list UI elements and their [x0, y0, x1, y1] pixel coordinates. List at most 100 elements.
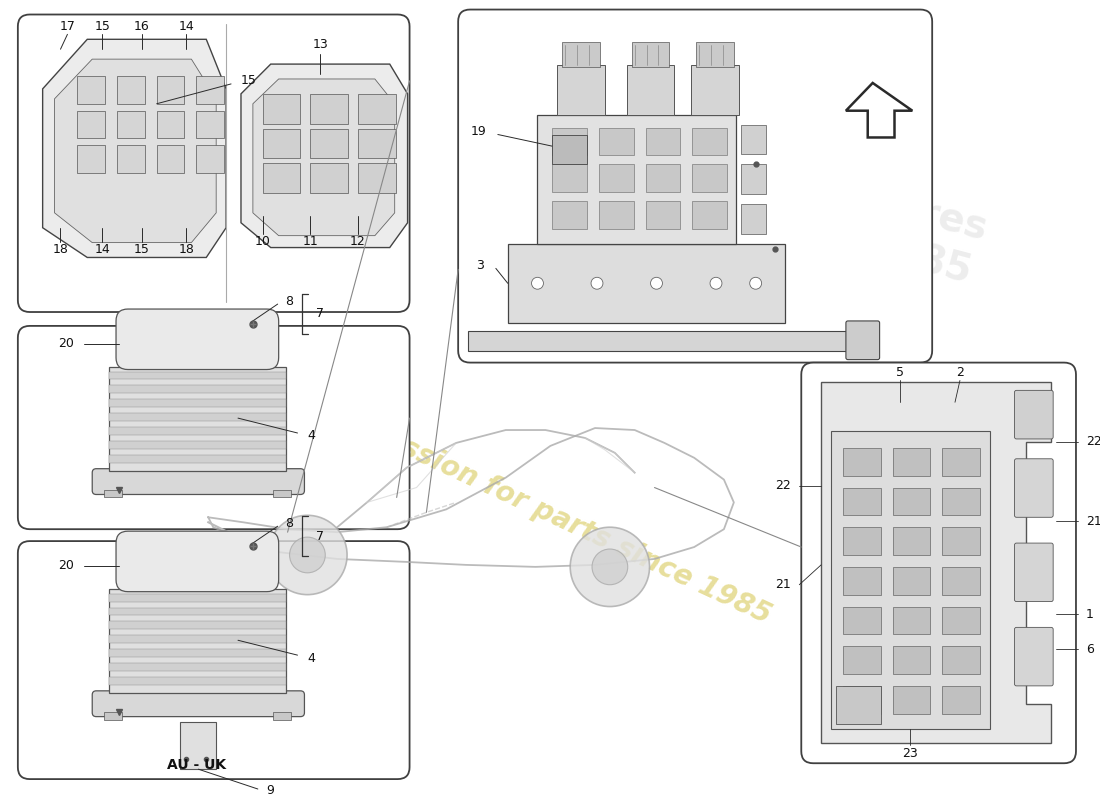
Text: AU - UK: AU - UK	[167, 758, 225, 772]
Text: 20: 20	[58, 338, 75, 350]
Text: 10: 10	[255, 235, 271, 248]
Text: 8: 8	[286, 517, 294, 530]
Bar	[310, 94, 348, 123]
Bar	[109, 649, 286, 657]
FancyBboxPatch shape	[18, 541, 409, 779]
Text: 11: 11	[302, 235, 318, 248]
Polygon shape	[821, 382, 1052, 743]
FancyBboxPatch shape	[846, 321, 880, 360]
Bar	[843, 606, 881, 634]
Bar	[892, 527, 931, 555]
Bar	[310, 163, 348, 193]
Bar	[109, 441, 286, 449]
Bar	[696, 42, 734, 67]
Bar	[942, 606, 980, 634]
Bar	[358, 94, 396, 123]
Bar	[109, 677, 286, 685]
Bar	[830, 431, 990, 729]
Circle shape	[267, 515, 348, 594]
Text: 15: 15	[134, 243, 150, 256]
Bar	[691, 65, 739, 114]
FancyBboxPatch shape	[92, 469, 305, 494]
Bar	[77, 76, 106, 104]
Text: 17: 17	[59, 20, 76, 33]
Text: 16: 16	[134, 20, 150, 33]
Bar	[600, 164, 634, 192]
Bar	[692, 164, 727, 192]
Bar	[358, 129, 396, 158]
Bar	[117, 146, 145, 173]
Circle shape	[650, 278, 662, 290]
Bar	[892, 686, 931, 714]
Polygon shape	[846, 83, 912, 138]
FancyBboxPatch shape	[18, 326, 409, 529]
Text: 14: 14	[178, 20, 195, 33]
Text: 19: 19	[470, 125, 486, 138]
Bar	[156, 110, 185, 138]
Text: 5: 5	[896, 366, 904, 379]
Text: 15: 15	[95, 20, 110, 33]
FancyBboxPatch shape	[801, 362, 1076, 763]
Bar	[180, 722, 217, 769]
Bar	[263, 94, 300, 123]
Circle shape	[531, 278, 543, 290]
Text: 15: 15	[241, 74, 257, 87]
Bar	[646, 201, 680, 229]
Bar	[77, 146, 106, 173]
Bar	[892, 487, 931, 515]
Text: 8: 8	[286, 294, 294, 308]
Bar	[263, 163, 300, 193]
Text: 12: 12	[350, 235, 366, 248]
Circle shape	[710, 278, 722, 290]
Bar	[646, 164, 680, 192]
Bar	[109, 427, 286, 435]
Bar	[843, 448, 881, 476]
Polygon shape	[241, 64, 408, 247]
Bar	[117, 110, 145, 138]
Bar	[843, 646, 881, 674]
Bar	[197, 76, 224, 104]
Bar	[552, 201, 587, 229]
Text: 20: 20	[58, 559, 75, 572]
Bar	[104, 712, 122, 719]
Bar	[109, 589, 286, 693]
Bar	[942, 448, 980, 476]
Bar	[740, 164, 766, 194]
FancyBboxPatch shape	[18, 14, 409, 312]
Bar	[552, 127, 587, 155]
Text: 18: 18	[53, 243, 68, 256]
Text: 7: 7	[317, 530, 324, 542]
Bar	[692, 201, 727, 229]
Text: 9: 9	[266, 785, 274, 798]
FancyBboxPatch shape	[116, 531, 278, 592]
FancyBboxPatch shape	[1014, 543, 1053, 602]
Bar	[358, 163, 396, 193]
Bar	[942, 567, 980, 594]
Bar	[109, 607, 286, 615]
Bar	[843, 567, 881, 594]
Bar	[109, 622, 286, 630]
FancyBboxPatch shape	[459, 10, 932, 362]
Bar	[836, 686, 881, 723]
Bar	[562, 42, 600, 67]
Bar	[109, 635, 286, 643]
FancyBboxPatch shape	[116, 309, 278, 370]
Bar	[109, 399, 286, 407]
Bar	[104, 490, 122, 498]
Text: 14: 14	[95, 243, 110, 256]
Bar	[552, 134, 587, 164]
Bar	[942, 527, 980, 555]
Bar	[843, 487, 881, 515]
Circle shape	[591, 278, 603, 290]
Circle shape	[592, 549, 628, 585]
Bar	[843, 527, 881, 555]
Bar	[892, 646, 931, 674]
FancyBboxPatch shape	[1014, 627, 1053, 686]
Text: 4: 4	[307, 430, 316, 442]
Bar	[843, 686, 881, 714]
Polygon shape	[43, 39, 227, 258]
Bar	[273, 712, 290, 719]
Bar	[109, 663, 286, 671]
Text: 22: 22	[1086, 435, 1100, 449]
Text: 2: 2	[956, 366, 964, 379]
